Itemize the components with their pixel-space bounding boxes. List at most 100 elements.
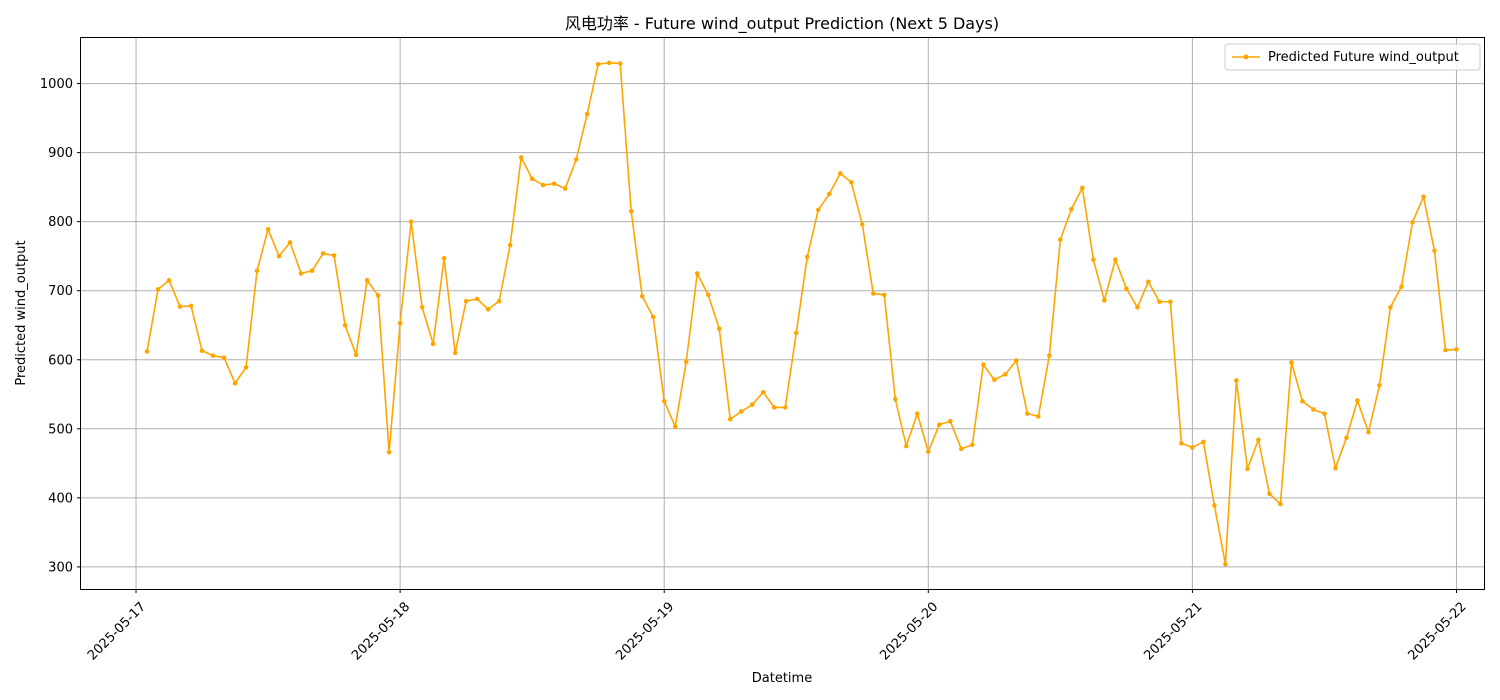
chart-title: 风电功率 - Future wind_output Prediction (Ne… xyxy=(565,14,999,34)
x-tick-label: 2025-05-21 xyxy=(1141,599,1205,663)
axis-ticks: 300 400 500 600 700 800 900 1000 2025-05-17 2025-… xyxy=(40,77,1470,663)
data-point xyxy=(683,359,689,365)
data-point xyxy=(837,171,843,176)
data-point xyxy=(694,271,700,276)
legend: Predicted Future wind_output xyxy=(1224,43,1481,71)
data-point xyxy=(760,389,766,395)
data-point xyxy=(1454,347,1459,352)
data-point xyxy=(331,253,337,258)
data-point xyxy=(1322,411,1327,416)
data-point xyxy=(1421,194,1426,200)
data-point xyxy=(1157,299,1162,305)
data-point xyxy=(926,449,931,454)
data-point xyxy=(617,61,623,66)
legend-box xyxy=(1224,43,1481,71)
data-point xyxy=(1212,503,1217,508)
data-point xyxy=(870,291,876,296)
data-point xyxy=(166,278,172,283)
data-point xyxy=(915,411,920,416)
data-point xyxy=(738,409,744,414)
y-tick-label: 400 xyxy=(48,491,73,506)
data-point xyxy=(815,207,821,213)
data-point xyxy=(485,307,491,312)
data-point xyxy=(507,242,513,248)
data-point xyxy=(628,209,634,214)
data-point xyxy=(793,330,799,336)
legend-label: Predicted Future wind_output xyxy=(1268,50,1459,65)
data-point xyxy=(144,349,150,354)
data-point xyxy=(948,418,953,424)
data-point xyxy=(1410,220,1415,225)
y-axis-title: Predicted wind_output xyxy=(14,240,29,385)
data-point xyxy=(1377,383,1382,388)
data-point xyxy=(573,157,579,162)
y-tick-label: 700 xyxy=(48,284,73,299)
data-point xyxy=(892,396,898,402)
y-tick-label: 900 xyxy=(48,146,73,161)
data-point xyxy=(1069,206,1074,212)
data-point xyxy=(232,380,238,386)
x-tick-label: 2025-05-19 xyxy=(613,599,677,663)
data-point xyxy=(606,60,612,66)
data-point xyxy=(981,362,986,367)
data-point xyxy=(782,405,788,410)
data-point xyxy=(529,176,535,182)
data-point xyxy=(298,271,304,276)
data-point xyxy=(1234,378,1239,383)
data-point xyxy=(639,293,645,299)
y-tick-label: 600 xyxy=(48,353,73,368)
data-point xyxy=(155,287,161,292)
x-axis-title: Datetime xyxy=(752,671,812,686)
data-point xyxy=(254,268,260,273)
data-point xyxy=(386,449,392,455)
data-point xyxy=(1036,414,1041,419)
data-point xyxy=(309,268,315,273)
data-point xyxy=(353,352,359,358)
data-point xyxy=(441,255,447,261)
data-point xyxy=(188,303,194,309)
data-point xyxy=(1399,284,1404,289)
data-point xyxy=(826,191,832,197)
data-point xyxy=(1124,286,1129,291)
data-point xyxy=(397,320,403,326)
data-point xyxy=(1245,466,1250,472)
data-point xyxy=(959,446,964,452)
x-tick-label: 2025-05-22 xyxy=(1406,599,1470,663)
data-point xyxy=(1443,347,1448,353)
data-point xyxy=(1047,353,1052,358)
data-point xyxy=(1080,185,1085,191)
data-point xyxy=(551,181,557,186)
data-point xyxy=(1344,435,1349,441)
data-point xyxy=(1355,398,1360,403)
data-point xyxy=(970,442,975,447)
data-point xyxy=(661,398,667,404)
data-point xyxy=(375,293,381,298)
data-point xyxy=(496,298,502,304)
data-point xyxy=(1102,298,1107,303)
data-point xyxy=(1091,257,1096,262)
data-point xyxy=(749,402,755,407)
data-point xyxy=(430,341,436,347)
data-point xyxy=(672,424,678,430)
data-point xyxy=(221,355,227,360)
data-point xyxy=(1113,257,1118,262)
x-tick-label: 2025-05-17 xyxy=(85,599,149,663)
data-point xyxy=(1278,501,1283,507)
data-point xyxy=(1267,491,1272,497)
data-point xyxy=(848,180,854,185)
data-point xyxy=(1025,411,1030,416)
data-point xyxy=(1168,299,1173,305)
data-point xyxy=(1179,441,1184,446)
data-point xyxy=(705,292,711,298)
data-point xyxy=(650,314,656,320)
data-point xyxy=(1014,358,1019,363)
y-tick-label: 500 xyxy=(48,422,73,437)
data-point xyxy=(716,326,722,331)
data-point xyxy=(276,253,282,259)
data-point xyxy=(595,61,601,67)
data-point xyxy=(1256,437,1261,443)
data-point xyxy=(320,251,326,256)
data-point xyxy=(727,416,733,422)
y-tick-label: 1000 xyxy=(40,77,73,92)
